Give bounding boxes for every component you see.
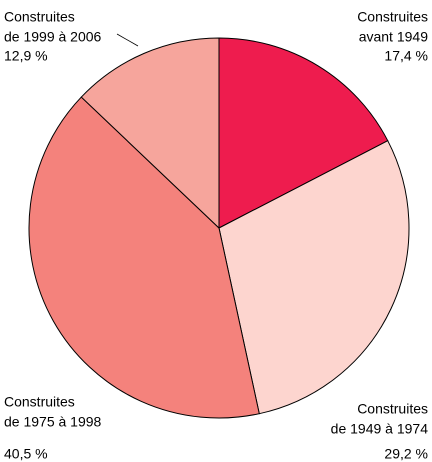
value-label: 17,4 %	[384, 48, 428, 64]
slice-label: avant 1949	[359, 29, 428, 45]
slice-label: Construites	[4, 394, 75, 410]
slice-label: de 1949 à 1974	[331, 421, 429, 437]
slice-label: Construites	[357, 401, 428, 417]
pie-slice	[218, 140, 410, 415]
leader-line	[116, 33, 139, 47]
pie-slice	[80, 37, 220, 230]
value-label: 29,2 %	[384, 446, 428, 462]
value-label: 12,9 %	[4, 48, 48, 64]
value-label: 40,5 %	[4, 446, 48, 462]
pie-slice	[218, 37, 389, 229]
pie-slice	[28, 96, 260, 419]
slice-label: Construites	[357, 9, 428, 25]
slice-label: Construites	[4, 9, 75, 25]
slice-label: de 1975 à 1998	[4, 414, 102, 430]
slice-label: de 1999 à 2006	[4, 29, 102, 45]
